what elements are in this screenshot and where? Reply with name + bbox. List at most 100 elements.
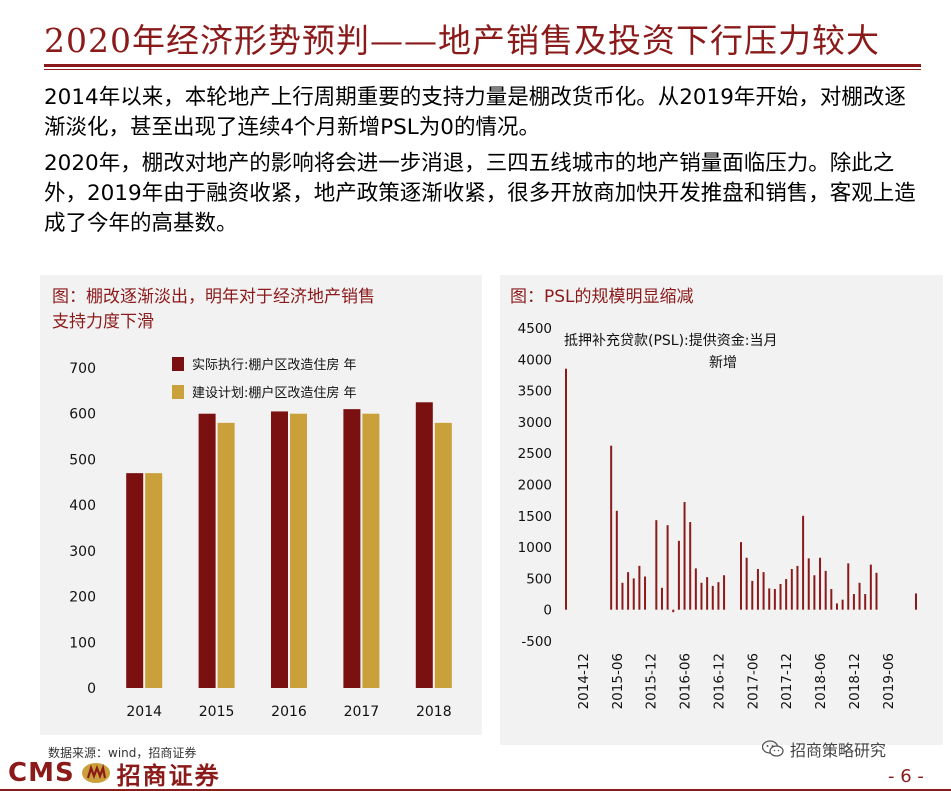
psl-bar-2017-10	[773, 589, 776, 610]
psl-bar-2017-06	[751, 580, 754, 610]
psl-bar-2019-04	[875, 572, 878, 610]
psl-bar-2019-11	[915, 593, 917, 610]
x-tick-label: 2016	[271, 704, 307, 720]
psl-bar-2017-01	[723, 575, 726, 610]
y-tick-label: 500	[526, 571, 552, 587]
psl-bar-2018-06	[819, 557, 822, 610]
psl-bar-2018-10	[841, 599, 844, 610]
y-tick-label: -500	[521, 634, 552, 650]
x-tick-label: 2015-06	[610, 653, 626, 709]
left-chart-title-line1: 图：棚改逐渐淡出，明年对于经济地产销售	[52, 287, 375, 307]
bar-actual-2015	[198, 413, 216, 688]
legend-label: 建设计划:棚户区改造住房 年	[192, 385, 357, 401]
bar-plan-2015	[217, 422, 235, 688]
logo-emblem-icon	[81, 763, 110, 783]
bar-plan-2018	[434, 422, 452, 688]
title-rule-thin	[44, 69, 921, 70]
psl-bar-2015-08	[627, 572, 630, 610]
x-tick-label: 2016-12	[711, 653, 727, 709]
paragraph-1: 2014年以来，本轮地产上行周期重要的支持力量是棚改货币化。从2019年开始，对…	[44, 85, 906, 140]
psl-bar-2018-08	[830, 589, 833, 610]
title-rule	[44, 64, 921, 67]
wechat-icon	[762, 740, 784, 757]
psl-bar-2016-07	[689, 522, 692, 610]
bar-actual-2014	[126, 473, 144, 688]
y-tick-label: 400	[69, 498, 96, 514]
y-tick-label: 700	[69, 361, 96, 377]
psl-bar-2014-09	[565, 368, 567, 610]
psl-bar-2016-06	[683, 502, 686, 610]
psl-bar-2018-09	[835, 603, 838, 610]
psl-bar-2016-09	[700, 582, 703, 610]
legend-label: 实际执行:棚户区改造住房 年	[192, 357, 357, 373]
series-label-line1: 抵押补充贷款(PSL):提供资金:当月	[564, 333, 778, 349]
psl-bar-2019-01	[858, 582, 861, 610]
x-tick-label: 2017-06	[745, 653, 761, 709]
psl-bar-2015-11	[644, 576, 647, 610]
right-chart-panel: 图：PSL的规模明显缩减 -500 0 500 1000 1500 2000 2500 300…	[500, 275, 943, 745]
psl-bar-2015-10	[638, 565, 641, 610]
psl-bar-2018-03	[802, 515, 805, 610]
y-tick-label: 2500	[518, 446, 552, 462]
psl-bar-2015-06	[615, 510, 618, 610]
x-tick-label: 2018-06	[813, 653, 829, 709]
psl-bar-2019-03	[869, 564, 872, 610]
series-label-line2: 新增	[709, 355, 737, 371]
psl-bar-2016-10	[706, 577, 709, 610]
bar-actual-2018	[415, 402, 433, 688]
psl-bar-2018-07	[824, 570, 827, 610]
psl-bar-2016-12	[717, 582, 720, 610]
wechat-account: 招商策略研究	[762, 737, 886, 761]
bar-actual-2017	[343, 409, 361, 688]
y-tick-label: 4000	[518, 352, 552, 368]
psl-bar-2016-04	[672, 609, 675, 613]
legend-swatch	[172, 357, 184, 371]
psl-bar-2015-07	[621, 582, 624, 610]
bar-plan-2014	[145, 473, 163, 688]
psl-bar-2017-12	[785, 579, 788, 610]
bar-plan-2016	[290, 413, 307, 688]
x-tick-label: 2015	[199, 704, 235, 720]
y-tick-label: 0	[87, 681, 96, 697]
paragraph-2: 2020年，棚改对地产的影响将会进一步消退，三四五线城市的地产销量面临压力。除此…	[44, 151, 916, 236]
left-bar-chart: 0 100 200 300 400 500 600 700 2014 2015 2016 2017 20…	[69, 357, 452, 720]
x-tick-label: 2018	[416, 704, 452, 720]
psl-bar-2017-07	[756, 569, 759, 610]
x-tick-label: 2018-12	[847, 653, 863, 709]
page-number: - 6 -	[888, 766, 924, 787]
y-tick-label: 500	[69, 452, 96, 468]
psl-bar-2017-09	[768, 588, 771, 610]
psl-bar-2018-12	[852, 594, 855, 610]
left-chart-title-line2: 支持力度下滑	[52, 312, 154, 332]
y-tick-label: 0	[543, 603, 552, 619]
psl-bar-2018-11	[847, 563, 850, 610]
y-tick-label: 300	[69, 544, 96, 560]
company-logo: CMS 招商证券	[8, 758, 221, 790]
psl-bar-2016-01	[655, 520, 658, 610]
x-tick-label: 2014-12	[576, 653, 592, 709]
x-tick-label: 2016-06	[678, 653, 694, 709]
bar-plan-2017	[362, 413, 380, 688]
data-source: 数据来源：wind，招商证券	[48, 746, 197, 760]
psl-bar-2015-09	[632, 578, 635, 610]
psl-bar-2018-05	[813, 575, 816, 610]
psl-bar-2018-01	[790, 569, 793, 610]
psl-bar-2016-03	[666, 525, 669, 610]
psl-bar-2016-05	[677, 540, 680, 610]
x-tick-label: 2017	[344, 704, 380, 720]
psl-bar-2017-11	[779, 584, 782, 610]
y-tick-label: 200	[69, 590, 96, 606]
psl-bar-2015-05	[610, 445, 613, 610]
psl-bar-chart: -500 0 500 1000 1500 2000 2500 3000 3500 4000 4500…	[518, 321, 917, 709]
left-chart-title: 图：棚改逐渐淡出，明年对于经济地产销售 支持力度下滑	[52, 285, 375, 335]
psl-bar-2019-02	[864, 594, 867, 610]
y-tick-label: 100	[69, 635, 96, 651]
legend-swatch	[172, 385, 184, 399]
left-chart-panel: 图：棚改逐渐淡出，明年对于经济地产销售 支持力度下滑 0 100 200 300 400…	[40, 275, 482, 735]
wechat-label: 招商策略研究	[790, 741, 887, 760]
slide-title: 2020年经济形势预判——地产销售及投资下行压力较大	[44, 21, 880, 60]
y-tick-label: 2000	[518, 478, 552, 494]
x-tick-label: 2014	[126, 704, 162, 720]
bar-actual-2016	[271, 411, 288, 688]
y-tick-label: 4500	[518, 321, 552, 337]
